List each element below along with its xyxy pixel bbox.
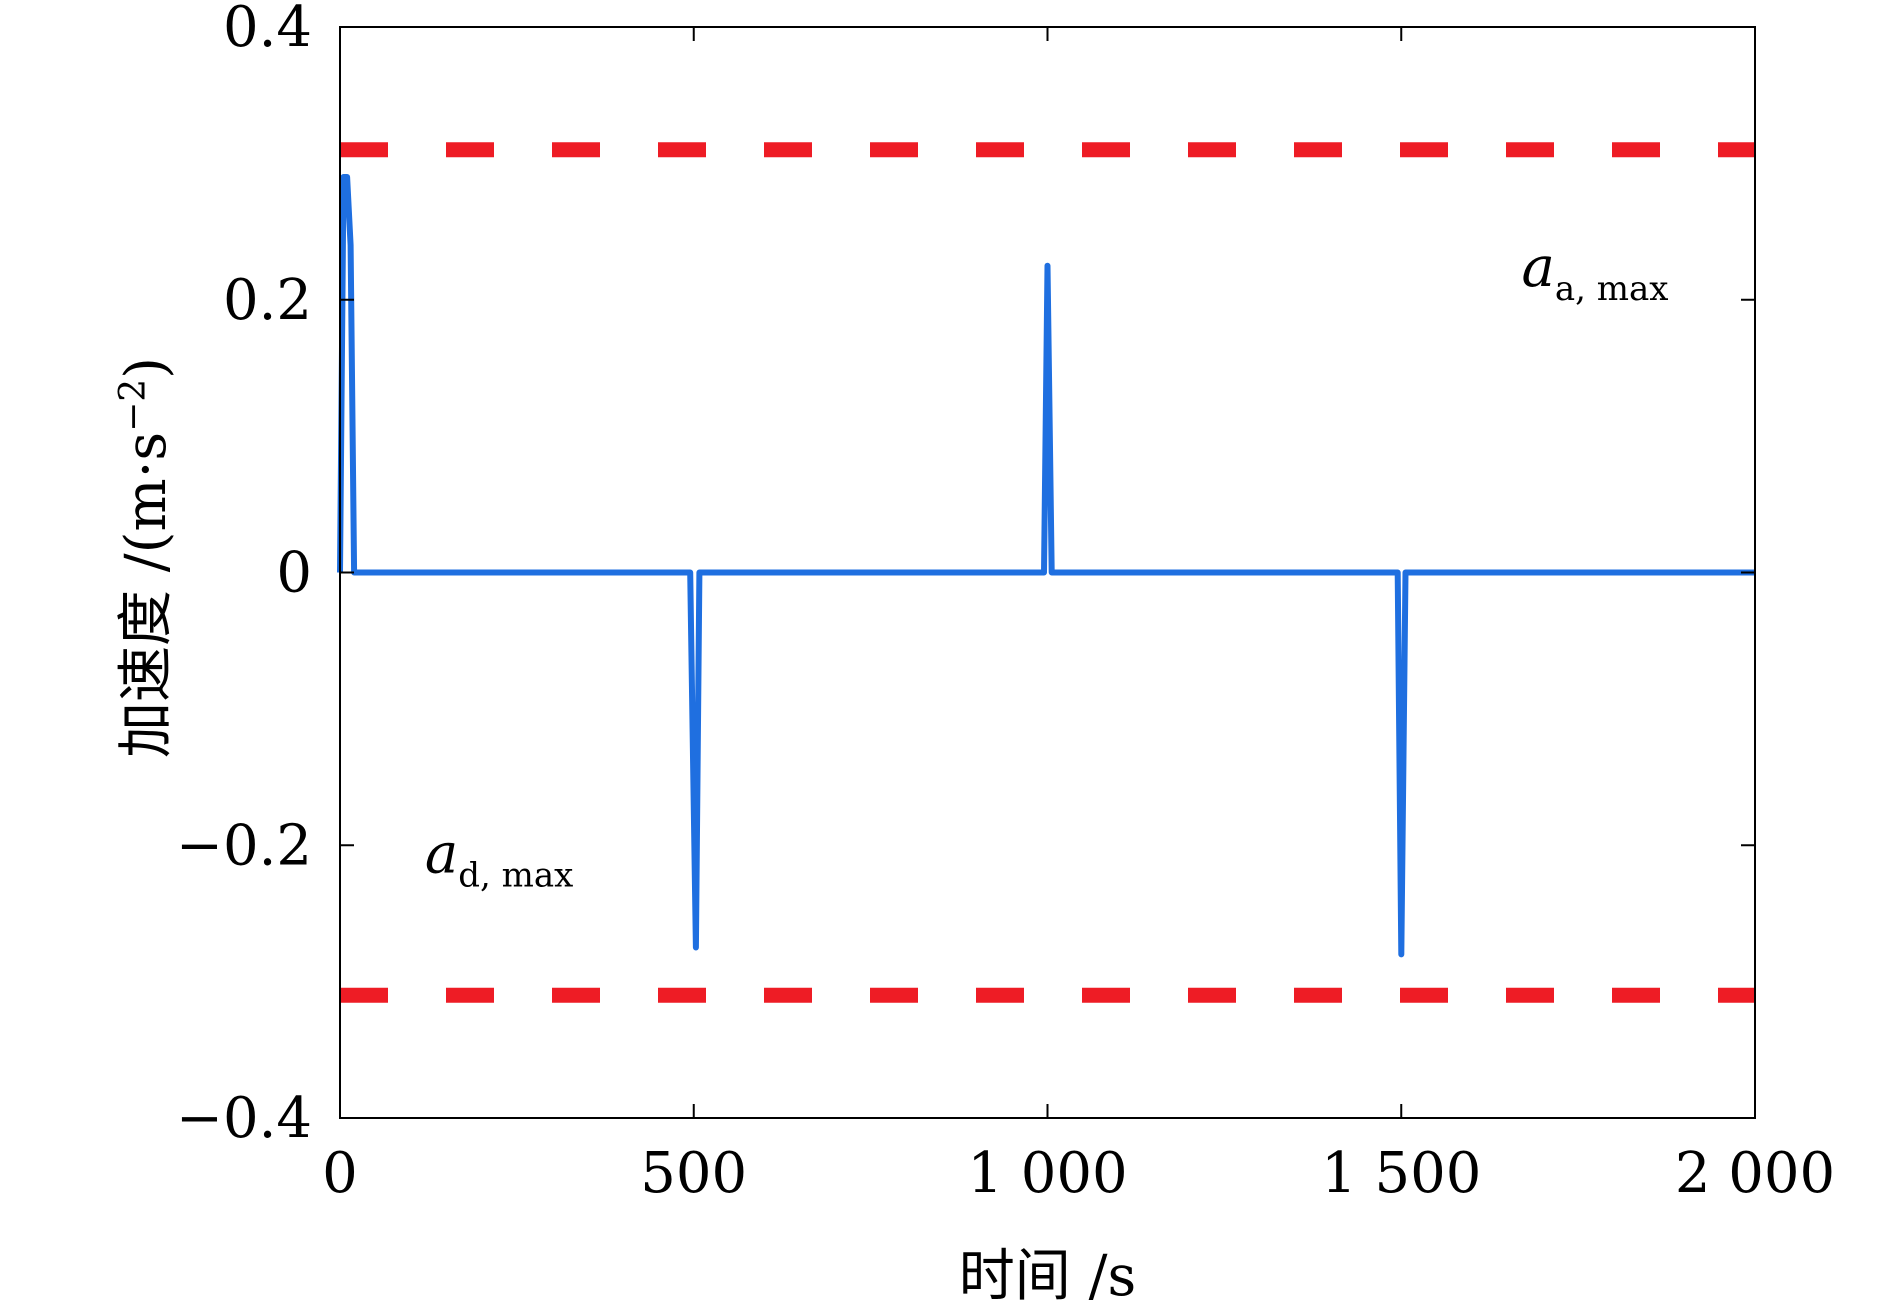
limit-lines (340, 142, 1755, 1003)
x-tick-label-2: 1 000 (967, 1141, 1127, 1206)
x-tick-label-0: 0 (322, 1141, 358, 1206)
y-axis-title-exponent: −2 (113, 379, 154, 432)
annotation-sub-1: d, max (458, 856, 573, 896)
y-axis-title-close: ) (114, 357, 179, 379)
y-tick-label-3: 0.2 (223, 268, 312, 333)
y-axis-title-text: 加速度 /(m·s (114, 432, 179, 758)
x-tick-label-1: 500 (640, 1141, 747, 1206)
y-tick-label-4: 0.4 (223, 0, 312, 60)
annotation-0: aa, max (1522, 235, 1669, 309)
tick-labels: 0 500 1 000 1 500 2 000 −0.4 −0.2 0 0.2 0.4 (176, 0, 1835, 1206)
x-tick-label-3: 1 500 (1321, 1141, 1481, 1206)
series-group (337, 174, 1755, 958)
y-axis-title: 加速度 /(m·s−2) (113, 357, 179, 758)
annotation-1: ad, max (425, 822, 573, 896)
x-tick-label-4: 2 000 (1675, 1141, 1835, 1206)
y-tick-label-0: −0.4 (176, 1086, 312, 1151)
y-tick-label-2: 0 (276, 541, 312, 606)
x-axis-title: 时间 /s (959, 1244, 1136, 1309)
annotation-main-1: a (425, 822, 458, 887)
axis-ticks (339, 26, 1756, 1119)
series-line-0 (337, 174, 1755, 958)
y-tick-label-1: −0.2 (176, 813, 312, 878)
annotation-sub-0: a, max (1555, 269, 1669, 309)
annotation-main-0: a (1522, 235, 1555, 300)
